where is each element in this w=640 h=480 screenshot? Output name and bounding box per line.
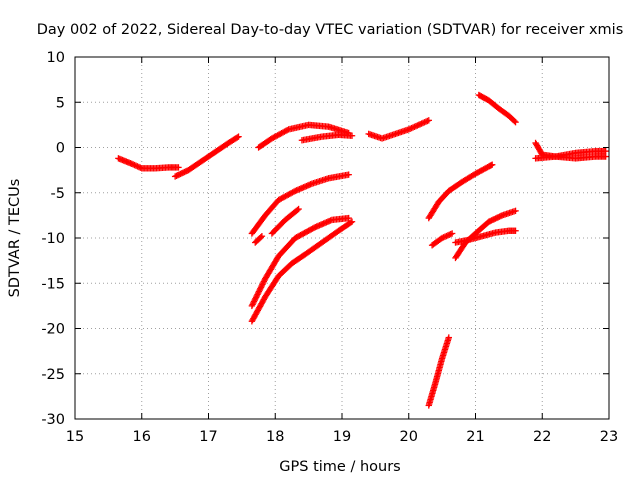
data-point (252, 295, 259, 302)
x-axis-label: GPS time / hours (279, 459, 400, 475)
data-point (348, 132, 356, 139)
data-point (249, 301, 256, 308)
x-tick-label: 15 (66, 429, 84, 445)
x-tick-label: 20 (400, 429, 418, 445)
data-points (115, 91, 609, 409)
y-tick-label: -15 (41, 276, 65, 292)
x-tick-label: 16 (133, 429, 151, 445)
x-tick-label: 23 (600, 429, 618, 445)
y-tick-label: -10 (41, 231, 65, 247)
data-point (348, 218, 356, 225)
data-point (295, 205, 302, 213)
data-point (602, 153, 609, 160)
x-tick-label: 21 (466, 429, 484, 445)
data-point (234, 134, 241, 141)
x-tick-label: 18 (266, 429, 284, 445)
data-point (488, 161, 496, 168)
data-point (259, 281, 266, 288)
data-point (255, 288, 263, 295)
data-point (252, 294, 260, 301)
data-point (175, 164, 182, 171)
x-tick-label: 17 (199, 429, 217, 445)
y-tick-label: 10 (47, 50, 65, 66)
data-point (248, 302, 256, 310)
data-point (425, 117, 432, 124)
y-tick-label: -5 (51, 186, 65, 202)
data-point (448, 230, 456, 237)
data-point (250, 299, 257, 307)
ticks: 15 16 17 18 19 20 21 22 23 10 5 0 -5 -10 -15 -20 -25 -30 (41, 50, 618, 445)
data-point (253, 292, 261, 300)
data-point (260, 278, 268, 285)
y-tick-label: -25 (41, 367, 65, 383)
data-point (345, 214, 352, 222)
x-tick-label: 19 (333, 429, 351, 445)
data-point (294, 206, 301, 214)
data-point (258, 282, 265, 290)
data-point (257, 285, 264, 292)
data-point (251, 296, 258, 304)
data-point (256, 286, 263, 294)
y-axis-label: SDTVAR / TECUs (7, 179, 23, 298)
data-point (445, 334, 452, 341)
data-point (345, 171, 352, 178)
data-point (347, 219, 354, 226)
y-tick-label: 0 (56, 141, 65, 157)
data-point (512, 227, 519, 234)
data-point (258, 232, 266, 240)
chart-title: Day 002 of 2022, Sidereal Day-to-day VTE… (37, 22, 624, 38)
data-point (512, 118, 519, 126)
y-tick-label: -30 (41, 412, 65, 428)
data-point (602, 147, 609, 155)
y-tick-label: -20 (41, 322, 65, 338)
x-tick-label: 22 (533, 429, 551, 445)
data-point (254, 291, 261, 298)
data-point (284, 126, 291, 134)
data-point (255, 289, 262, 297)
data-point (250, 298, 258, 305)
data-point (257, 234, 264, 241)
y-tick-label: 5 (56, 95, 65, 111)
data-point (511, 117, 518, 125)
data-point (259, 279, 267, 287)
grid (75, 57, 609, 419)
data-point (257, 284, 265, 291)
data-point (512, 207, 519, 215)
data-point (235, 133, 242, 140)
